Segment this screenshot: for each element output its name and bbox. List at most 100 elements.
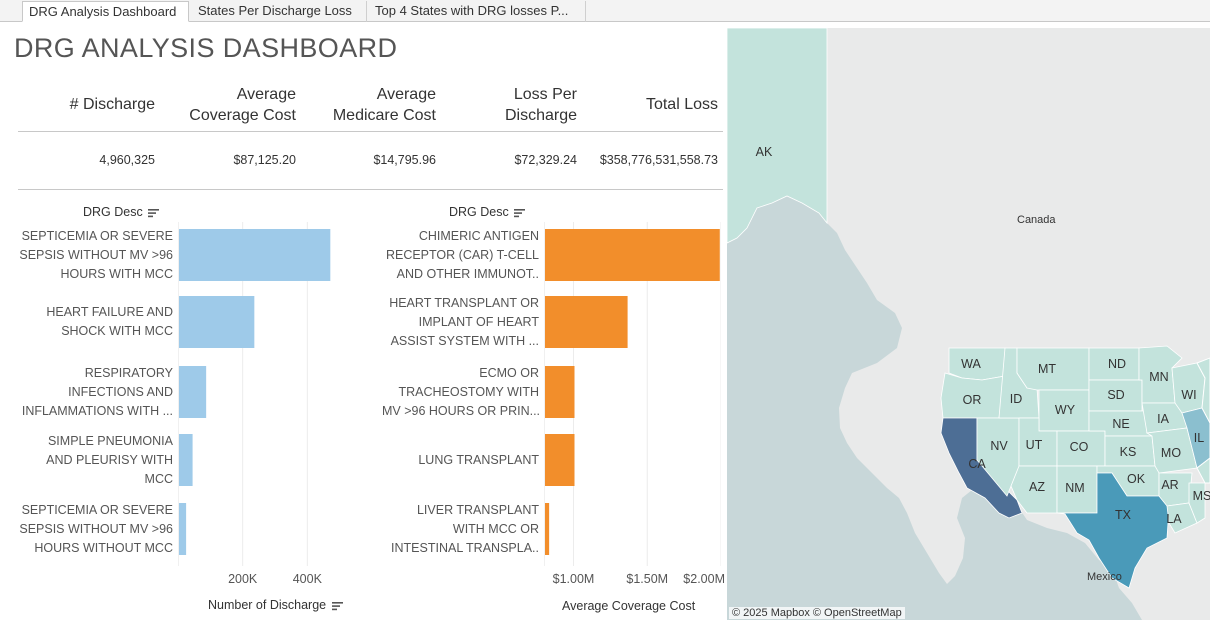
bar-4[interactable] bbox=[545, 503, 550, 555]
category-label-line: SHOCK WITH MCC bbox=[61, 324, 173, 338]
state-label-ms: MS bbox=[1193, 489, 1210, 503]
kpi-header-loss-per-discharge: Loss Per Discharge bbox=[504, 86, 577, 124]
eastern-states bbox=[1196, 357, 1210, 484]
category-label-line: HOURS WITHOUT MCC bbox=[34, 540, 173, 555]
map-canvas[interactable]: AK WA OR CA NV ID MT WY UT AZ CO NM ND SD NE KS OK TX MN IA… bbox=[727, 28, 1210, 620]
category-label-line: TRACHEOSTOMY WITH bbox=[398, 384, 539, 399]
category-label-line: AND OTHER IMMUNOT.. bbox=[396, 266, 539, 281]
dashboard-title: DRG ANALYSIS DASHBOARD bbox=[14, 33, 398, 63]
category-label-line: SEPSIS WITHOUT MV >96 bbox=[19, 521, 173, 536]
category-label-line: CHIMERIC ANTIGEN bbox=[418, 228, 539, 243]
category-label-line: SEPTICEMIA OR SEVERE bbox=[21, 502, 173, 517]
state-ak[interactable] bbox=[727, 28, 828, 244]
bar-0[interactable] bbox=[545, 229, 720, 281]
state-label-ne: NE bbox=[1112, 417, 1129, 431]
category-label-line: LUNG TRANSPLANT bbox=[418, 452, 539, 467]
sort-icon[interactable] bbox=[331, 601, 344, 611]
state-label-ut: UT bbox=[1026, 438, 1043, 452]
category-label-line: INFLAMMATIONS WITH ... bbox=[21, 403, 173, 418]
category-label-line: HOURS WITH MCC bbox=[60, 266, 174, 281]
category-label[interactable]: LIVER TRANSPLANT WITH MCC OR INTESTINAL TR… bbox=[382, 501, 539, 558]
state-label-mo: MO bbox=[1161, 446, 1181, 460]
category-label-line: RECEPTOR (CAR) T-CELL bbox=[385, 247, 539, 262]
bar-1[interactable] bbox=[545, 296, 628, 348]
kpi-value-average-medicare-cost: $14,795.96 bbox=[373, 153, 436, 167]
sort-icon[interactable] bbox=[148, 208, 160, 218]
state-label-la: LA bbox=[1166, 512, 1182, 526]
category-label-line: INTESTINAL TRANSPLA.. bbox=[391, 540, 539, 555]
kpi-value-average-coverage-cost: $87,125.20 bbox=[233, 153, 296, 167]
bar-1[interactable] bbox=[179, 296, 255, 348]
us-state-map[interactable]: AK WA OR CA NV ID MT WY UT AZ CO NM ND SD NE KS OK TX MN IA… bbox=[727, 28, 1210, 620]
state-label-wi: WI bbox=[1181, 388, 1196, 402]
bar-2[interactable] bbox=[179, 366, 207, 418]
bar-2[interactable] bbox=[545, 366, 575, 418]
chart1-row-header[interactable]: DRG Desc bbox=[83, 205, 160, 219]
tab-top-4-states[interactable]: Top 4 States with DRG losses P... bbox=[369, 1, 586, 22]
category-label[interactable]: SEPTICEMIA OR SEVERE SEPSIS WITHOUT MV >9… bbox=[14, 227, 173, 284]
category-label[interactable]: HEART FAILURE AND SHOCK WITH MCC bbox=[14, 303, 173, 341]
bar-3[interactable] bbox=[179, 434, 193, 486]
chart2-x-axis-title: Average Coverage Cost bbox=[562, 599, 696, 613]
category-label-line: AND PLEURISY WITH bbox=[46, 452, 173, 467]
category-label-line: SEPTICEMIA OR SEVERE bbox=[21, 228, 173, 243]
state-label-mt: MT bbox=[1038, 362, 1056, 376]
category-label-line: RESPIRATORY bbox=[84, 365, 173, 380]
category-label-line: HEART TRANSPLANT OR bbox=[389, 295, 539, 310]
category-label[interactable]: CHIMERIC ANTIGEN RECEPTOR (CAR) T-CELL AND… bbox=[382, 227, 539, 284]
category-label-line: MV >96 HOURS OR PRIN... bbox=[382, 403, 539, 418]
state-label-wy: WY bbox=[1055, 403, 1076, 417]
x-tick-label: 200K bbox=[228, 572, 258, 586]
category-label[interactable]: RESPIRATORY INFECTIONS AND INFLAMMATIONS W… bbox=[14, 364, 173, 421]
category-label-line: HEART FAILURE AND bbox=[46, 305, 173, 319]
bar-4[interactable] bbox=[179, 503, 187, 555]
category-label-line: MCC bbox=[144, 471, 173, 486]
category-label[interactable]: SEPTICEMIA OR SEVERE SEPSIS WITHOUT MV >9… bbox=[14, 501, 173, 558]
state-label-nd: ND bbox=[1108, 357, 1126, 371]
sheet-tab-bar: DRG Analysis Dashboard States Per Discha… bbox=[0, 0, 1210, 22]
state-label-nm: NM bbox=[1065, 481, 1084, 495]
state-label-az: AZ bbox=[1029, 480, 1045, 494]
x-tick-label: 400K bbox=[292, 572, 322, 586]
sort-icon[interactable] bbox=[514, 208, 526, 218]
kpi-header-discharge: # Discharge bbox=[69, 96, 155, 113]
category-label[interactable]: LUNG TRANSPLANT bbox=[382, 451, 539, 470]
category-label-line: LIVER TRANSPLANT bbox=[416, 502, 539, 517]
map-attribution[interactable]: © 2025 Mapbox © OpenStreetMap bbox=[729, 607, 905, 619]
kpi-header-average-medicare-cost: Average Medicare Cost bbox=[332, 86, 436, 124]
x-tick-label: $1.00M bbox=[552, 572, 595, 586]
state-tx[interactable] bbox=[1056, 472, 1170, 589]
category-label-line: WITH MCC OR bbox=[452, 521, 539, 536]
kpi-value-total-loss: $358,776,531,558.73 bbox=[599, 153, 718, 167]
kpi-bottom-divider bbox=[18, 189, 723, 190]
state-label-ca: CA bbox=[968, 457, 986, 471]
kpi-value-loss-per-discharge: $72,329.24 bbox=[514, 153, 577, 167]
discharge-bar-chart bbox=[178, 222, 331, 566]
kpi-value-discharge: 4,960,325 bbox=[99, 153, 155, 167]
state-label-nv: NV bbox=[990, 439, 1008, 453]
state-label-ok: OK bbox=[1127, 472, 1146, 486]
category-label-line: INFECTIONS AND bbox=[68, 384, 173, 399]
tab-drg-analysis-dashboard[interactable]: DRG Analysis Dashboard bbox=[22, 1, 189, 22]
category-label-line: ECMO OR bbox=[479, 365, 539, 380]
state-label-ks: KS bbox=[1120, 445, 1137, 459]
chart1-x-axis-title[interactable]: Number of Discharge bbox=[208, 598, 344, 612]
category-label[interactable]: HEART TRANSPLANT OR IMPLANT OF HEART ASSIS… bbox=[382, 294, 539, 351]
bar-3[interactable] bbox=[545, 434, 575, 486]
state-la[interactable] bbox=[1166, 502, 1198, 534]
kpi-header-divider bbox=[18, 131, 723, 132]
category-label[interactable]: ECMO OR TRACHEOSTOMY WITH MV >96 HOURS OR … bbox=[382, 364, 539, 421]
state-label-co: CO bbox=[1070, 440, 1089, 454]
state-ms[interactable] bbox=[1188, 482, 1206, 524]
tab-states-per-discharge-loss[interactable]: States Per Discharge Loss bbox=[192, 1, 367, 22]
category-label[interactable]: SIMPLE PNEUMONIA AND PLEURISY WITH MCC bbox=[14, 432, 173, 489]
category-label-line: ASSIST SYSTEM WITH ... bbox=[390, 333, 539, 348]
state-label-or: OR bbox=[963, 393, 982, 407]
kpi-header-total-loss: Total Loss bbox=[645, 96, 718, 113]
x-tick-label: $2.00M bbox=[683, 572, 725, 586]
category-label-line: SEPSIS WITHOUT MV >96 bbox=[19, 247, 173, 262]
map-label-mexico: Mexico bbox=[1087, 571, 1122, 583]
state-label-il: IL bbox=[1194, 431, 1204, 445]
bar-0[interactable] bbox=[179, 229, 331, 281]
chart2-row-header[interactable]: DRG Desc bbox=[449, 205, 526, 219]
